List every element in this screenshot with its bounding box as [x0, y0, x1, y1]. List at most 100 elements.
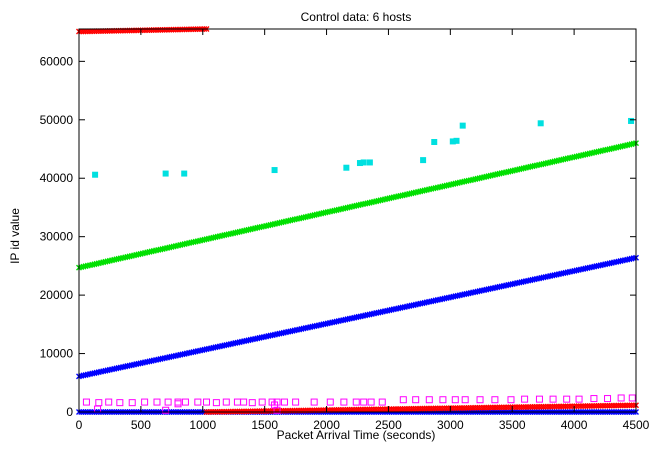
data-point — [236, 408, 243, 415]
data-point — [606, 402, 613, 409]
data-point — [359, 406, 366, 413]
data-point — [474, 404, 481, 411]
data-point — [414, 405, 421, 412]
data-point — [453, 137, 460, 144]
data-point — [82, 398, 90, 406]
chart-title: Control data: 6 hosts — [301, 10, 412, 24]
series-5 — [92, 117, 635, 178]
data-point — [174, 400, 182, 408]
data-point — [346, 406, 353, 413]
data-point — [628, 402, 635, 409]
x-tick-label: 500 — [131, 418, 151, 432]
data-point — [249, 408, 256, 415]
data-point — [95, 399, 103, 407]
data-point — [105, 398, 113, 406]
data-point — [452, 405, 459, 412]
data-point — [162, 406, 170, 414]
data-point — [431, 138, 438, 145]
data-point — [258, 398, 266, 406]
data-point — [449, 138, 456, 145]
data-point — [425, 396, 433, 404]
data-point — [251, 408, 258, 415]
data-point — [481, 404, 488, 411]
data-point — [584, 403, 591, 410]
data-point — [348, 406, 355, 413]
data-point — [604, 395, 612, 403]
data-point — [362, 406, 369, 413]
data-point — [465, 404, 472, 411]
y-tick-label: 0 — [66, 405, 73, 419]
data-point — [386, 406, 393, 413]
data-point — [522, 404, 529, 410]
data-point — [399, 405, 406, 412]
data-point — [588, 402, 595, 409]
data-point — [624, 402, 631, 409]
data-point — [458, 405, 465, 411]
series-4 — [203, 402, 639, 415]
data-point — [248, 399, 256, 407]
data-point — [476, 404, 483, 411]
series-6 — [82, 394, 636, 414]
data-point — [240, 408, 247, 415]
data-point — [553, 403, 560, 410]
series-0 — [76, 140, 639, 271]
data-point — [533, 403, 540, 410]
x-tick-label: 1500 — [251, 418, 278, 432]
y-tick-label: 60000 — [40, 54, 74, 68]
data-point — [351, 406, 358, 413]
data-point — [412, 405, 419, 412]
data-point — [615, 402, 622, 409]
data-point — [368, 406, 375, 413]
data-point — [531, 403, 538, 410]
data-point — [273, 407, 280, 414]
data-point — [563, 395, 571, 403]
data-point — [521, 395, 529, 403]
data-point — [141, 398, 149, 406]
data-point — [271, 401, 279, 409]
data-point — [247, 408, 254, 415]
data-point — [538, 403, 545, 410]
data-point — [525, 403, 532, 410]
data-point — [487, 404, 494, 411]
data-point — [370, 406, 377, 413]
series-3 — [76, 26, 210, 35]
data-point — [340, 398, 348, 406]
data-point — [540, 403, 547, 410]
data-point — [535, 395, 543, 403]
data-point — [566, 403, 573, 410]
data-point — [599, 402, 606, 409]
data-point — [478, 404, 485, 411]
plot-marks — [76, 26, 639, 415]
data-point — [586, 403, 593, 409]
data-point — [258, 408, 265, 415]
data-point — [602, 402, 609, 409]
data-point — [485, 404, 492, 411]
data-point — [366, 159, 373, 166]
data-point — [403, 405, 410, 412]
data-point — [164, 398, 172, 406]
data-point — [537, 120, 544, 127]
data-point — [564, 403, 571, 410]
data-point — [344, 406, 351, 413]
data-point — [494, 404, 501, 411]
data-point — [406, 405, 413, 412]
data-point — [276, 407, 283, 414]
y-tick-label: 50000 — [40, 113, 74, 127]
x-tick-label: 3500 — [499, 418, 526, 432]
data-point — [153, 398, 161, 406]
data-point — [267, 408, 274, 414]
data-point — [280, 398, 288, 406]
data-point — [410, 405, 417, 412]
data-point — [420, 157, 427, 164]
data-point — [491, 396, 499, 404]
data-point — [181, 170, 188, 177]
data-point — [582, 403, 589, 410]
data-point — [436, 405, 443, 412]
data-point — [243, 408, 250, 415]
x-tick-label: 2500 — [375, 418, 402, 432]
data-point — [423, 405, 430, 412]
data-point — [360, 398, 368, 406]
data-point — [273, 406, 281, 414]
data-point — [505, 404, 512, 411]
